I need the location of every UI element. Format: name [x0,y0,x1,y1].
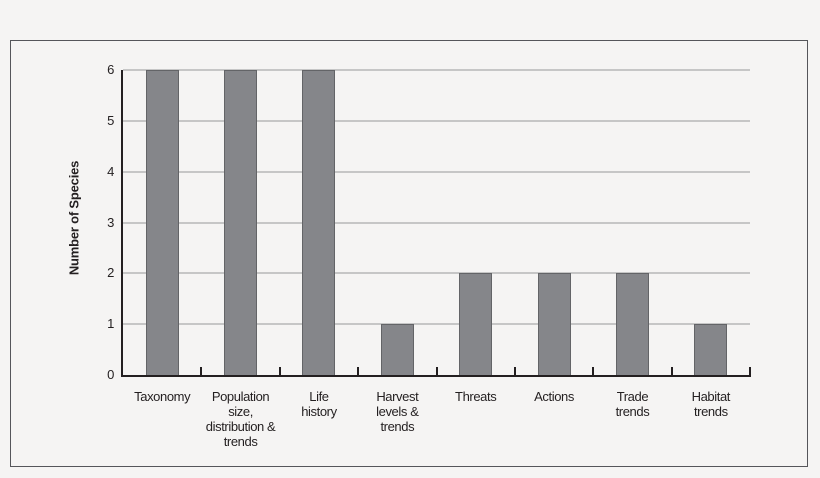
x-tick-label: Threats [455,389,497,404]
y-tick-label: 2 [107,265,114,281]
x-axis-tick [670,367,673,375]
x-axis-tick [357,367,360,375]
gridline-4 [123,170,750,173]
y-axis-line [121,70,123,377]
y-tick-label: 0 [107,367,114,382]
chart-frame [10,40,808,467]
gridline-6 [123,69,750,71]
gridline-5 [123,119,750,122]
y-tick-label: 6 [107,62,114,77]
bar-population-size-distribution-trends [224,70,258,375]
bar-habitat-trends [694,324,728,375]
y-tick-label: 5 [107,112,114,128]
x-tick-label: Life history [301,389,337,419]
x-axis-tick [749,367,751,375]
bar-harvest-levels-trends [380,324,414,375]
x-axis-tick [435,367,438,375]
bar-life-history [302,70,336,375]
x-axis-tick [278,367,281,375]
x-axis-tick [513,367,516,375]
x-axis-tick [200,367,203,375]
x-tick-label: Population size, distribution & trends [205,389,276,449]
bar-trade-trends [615,273,649,375]
gridline-1 [123,323,750,326]
bar-threats [459,273,493,375]
gridline-2 [123,272,750,275]
y-axis-title: Number of Species [66,160,82,276]
x-tick-label: Trade trends [615,389,650,419]
y-tick-label: 1 [107,316,114,332]
y-tick-label: 4 [107,163,114,179]
x-tick-label: Actions [534,389,574,404]
x-tick-label: Habitat trends [691,389,731,419]
bar-actions [537,273,571,375]
y-tick-label: 3 [107,214,114,230]
x-tick-label: Taxonomy [134,389,191,404]
x-tick-label: Harvest levels & trends [376,389,419,434]
gridline-3 [123,221,750,224]
bar-taxonomy [145,70,179,375]
x-axis-line [121,375,751,377]
x-axis-tick [592,367,595,375]
